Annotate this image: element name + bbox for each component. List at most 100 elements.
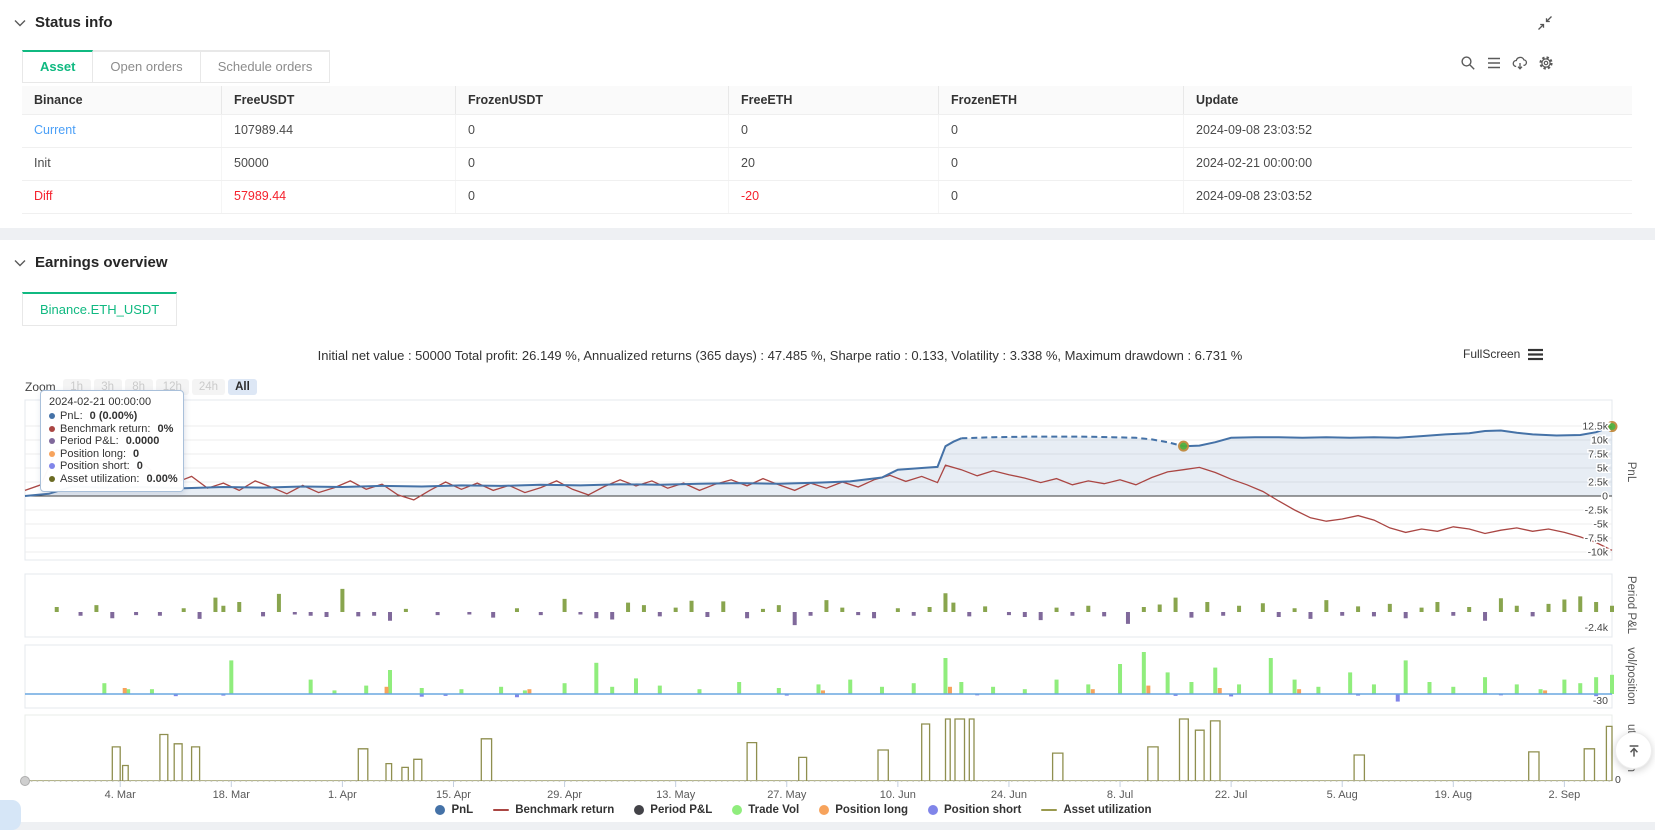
legend-item-benchmark-return[interactable]: Benchmark return [493,804,614,816]
period-pnl-bar [1546,603,1551,612]
legend-item-trade-vol[interactable]: Trade Vol [732,804,799,816]
period-pnl-bar [1403,612,1408,619]
trade-vol-bar [388,670,393,694]
zoom-button-24h[interactable]: 24h [191,379,226,395]
trade-vol-bar [1483,677,1488,694]
period-pnl-bar [110,612,115,619]
legend-item-position-long[interactable]: Position long [819,804,908,816]
period-pnl-bar [967,612,972,617]
period-pnl-bar [578,612,583,615]
period-pnl-bar [927,607,932,612]
tooltip-item-label: Period P&L: [60,435,119,447]
utilization-pulse [480,738,493,781]
utilization-pulse [1353,754,1366,781]
period-pnl-bar [1435,602,1440,612]
position-long-bar [821,690,825,694]
period-pnl-bar [1205,602,1210,612]
position-long-bar [1297,689,1302,694]
table-cell: 2024-09-08 23:03:52 [1196,123,1313,137]
period-pnl-bar [1125,612,1130,624]
menu-icon[interactable] [1486,55,1502,71]
series-color-dot [49,438,55,445]
trade-vol-bar [848,679,853,694]
period-pnl-bar [1610,605,1614,612]
period-pnl-bar [403,608,408,612]
trade-vol-bar [499,686,504,694]
period-pnl-bar [134,612,139,616]
status-tab-open-orders[interactable]: Open orders [93,50,201,83]
back-to-top-button[interactable] [1615,732,1652,769]
period-pnl-bar [1324,600,1329,612]
trade-vol-bar [1578,683,1583,694]
table-link-cell[interactable]: Current [22,115,222,147]
trade-vol-bar [308,679,313,694]
period-pnl-bar [340,588,345,612]
fullscreen-button[interactable]: FullScreen [1463,347,1544,361]
earnings-stats-line: Initial net value : 50000 Total profit: … [317,348,1243,363]
zoom-button-all[interactable]: All [228,379,257,395]
status-tab-schedule-orders[interactable]: Schedule orders [200,50,331,83]
earnings-section-header[interactable]: Earnings overview [14,254,168,271]
trade-vol-bar [816,684,821,694]
y-axis-min-label: 0 [1615,774,1621,786]
period-pnl-bar [1038,612,1043,621]
trade-vol-bar [1451,686,1456,694]
utilization-pulse [1528,751,1540,781]
column-header: FrozenETH [939,86,1184,114]
period-pnl-bar [1451,612,1456,616]
legend-item-period-p&l[interactable]: Period P&L [634,804,712,816]
trade-vol-bar [610,686,615,694]
period-pnl-bar [491,612,496,618]
status-tabs: Asset Open orders Schedule orders [22,50,331,83]
x-axis-date-label: 1. Apr [328,789,357,801]
period-pnl-bar [221,605,226,612]
panel-axis-title: Period P&L [1625,576,1637,635]
trade-vol-bar [419,688,424,694]
table-cell: 0 [939,115,1184,147]
status-section-header[interactable]: Status info [14,14,113,31]
period-pnl-bar [983,606,988,612]
period-pnl-bar [467,612,472,615]
tooltip-item: Benchmark return: 0% [49,423,175,436]
y-axis-tick-label: 2.5k [1588,477,1609,489]
legend-label: PnL [451,804,474,816]
position-short-bar [419,694,424,697]
tooltip-item-value: 0 [133,447,140,460]
tab-binance-eth-usdt[interactable]: Binance.ETH_USDT [22,292,178,326]
table-cell: 0 [456,148,729,180]
y-axis-tick-label: 5k [1597,463,1609,475]
column-header: FreeETH [729,86,939,114]
period-pnl-bar [626,602,631,612]
position-long-bar [122,688,127,694]
period-pnl-bar [641,605,646,612]
legend-item-position-short[interactable]: Position short [928,804,1021,816]
utilization-pulse [121,764,129,781]
collapse-expand-icon[interactable] [1537,15,1553,31]
earnings-overview-section: Earnings overview Binance.ETH_USDT Initi… [0,240,1655,830]
gear-icon[interactable] [1538,55,1554,71]
y-axis-tick-label: 0 [1602,491,1608,503]
series-color-dot [49,475,55,482]
position-short-bar [1229,694,1234,697]
legend-item-asset-utilization[interactable]: Asset utilization [1041,804,1152,816]
tooltip-item-value: 0 [136,460,143,472]
search-icon[interactable] [1460,55,1476,71]
period-pnl-bar [1371,612,1376,617]
period-pnl-bar [911,612,916,616]
legend-label: Position long [835,804,909,816]
tooltip-item-label: Benchmark return: [60,422,151,435]
trade-vol-bar [1086,684,1091,694]
period-pnl-bar [1308,612,1313,619]
utilization-pulse [798,756,808,781]
period-pnl-bar [1173,597,1178,612]
period-pnl-bar [237,602,242,612]
trade-vol-bar [959,682,964,694]
trade-vol-bar [594,662,599,694]
status-tab-asset[interactable]: Asset [22,50,94,83]
range-handle[interactable] [20,776,30,786]
utilization-pulse [413,758,423,781]
trade-vol-bar [459,689,464,694]
cloud-download-icon[interactable] [1512,55,1528,71]
legend-item-pnl[interactable]: PnL [435,804,473,816]
utilization-pulse [944,718,951,781]
